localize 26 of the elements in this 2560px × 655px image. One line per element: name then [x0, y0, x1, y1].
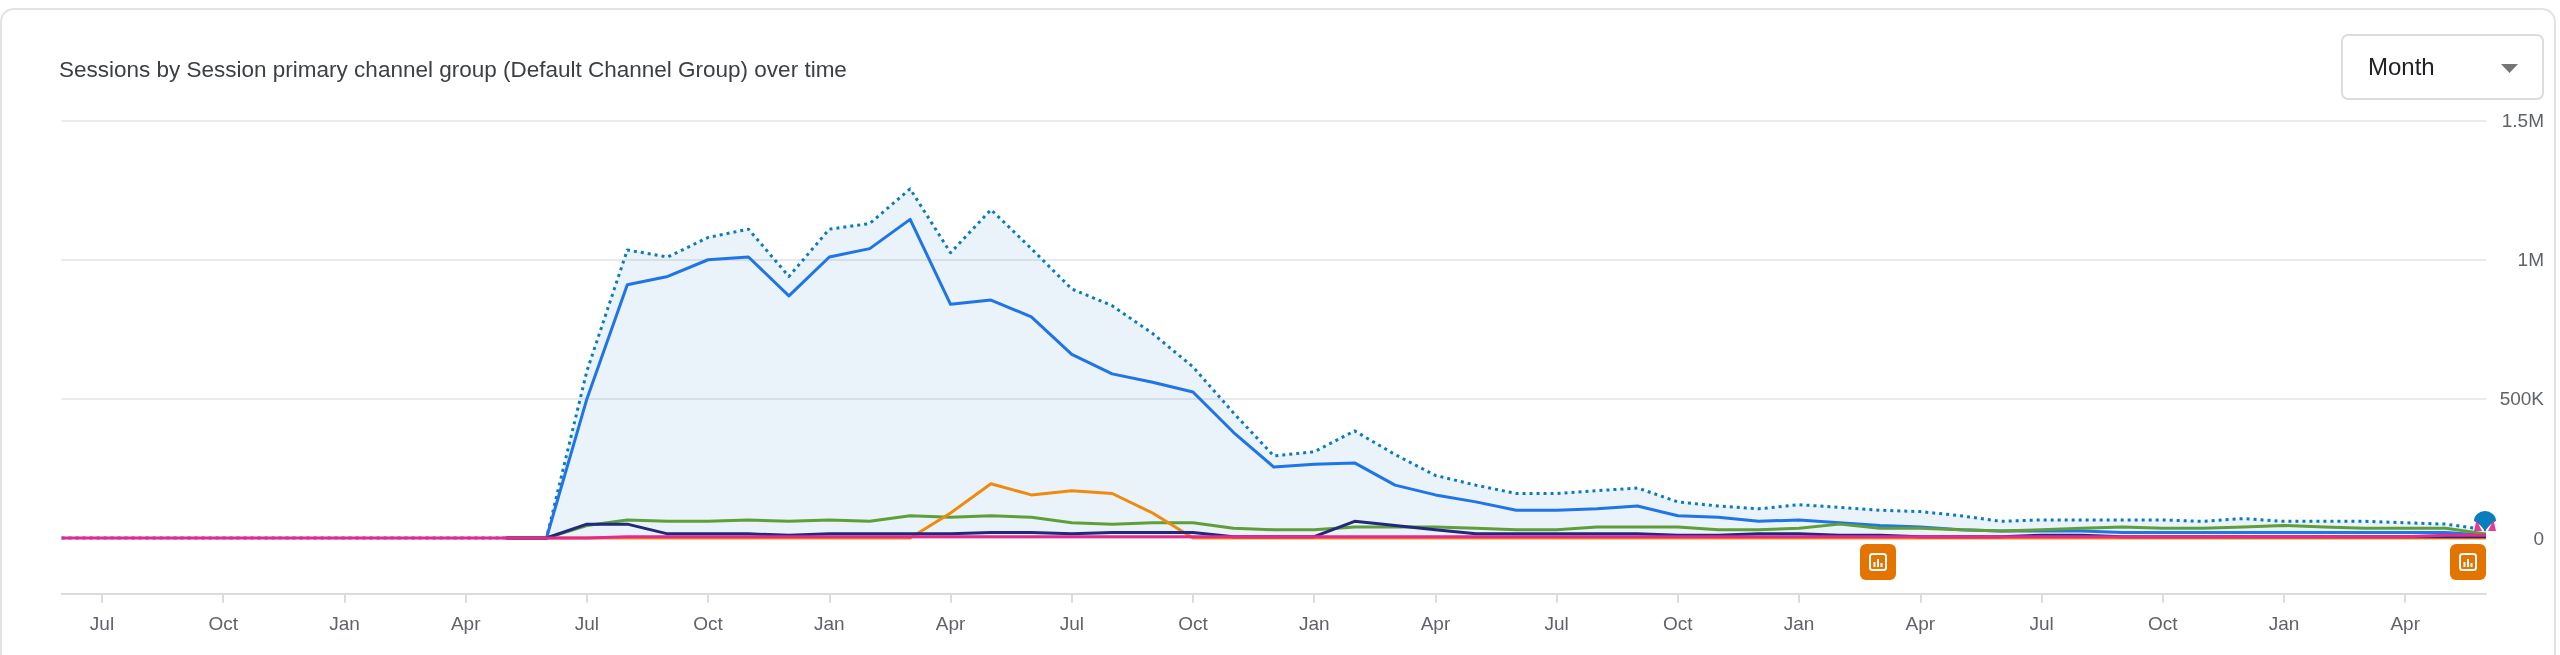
x-tick-label: Apr — [935, 612, 966, 634]
x-tick-label: Apr — [1420, 612, 1451, 634]
y-tick-label: 500K — [2499, 388, 2545, 410]
x-tick-label: Jan — [1783, 612, 1815, 634]
x-tick-label: Oct — [693, 612, 724, 634]
x-tick-label: Jan — [1298, 612, 1330, 634]
x-tick-label: Jul — [1544, 612, 1569, 634]
x-tick-label: Apr — [1905, 612, 1936, 634]
chart-title: Sessions by Session primary channel group (Default Channel Group) over time — [59, 57, 847, 82]
y-tick-label: 1.5M — [2501, 110, 2544, 132]
x-tick-label: Apr — [450, 612, 482, 634]
x-tick-label: Oct — [1178, 612, 1209, 634]
y-tick-label: 0 — [2533, 527, 2544, 549]
x-tick-label: Jul — [89, 612, 115, 634]
x-tick-label: Jan — [329, 612, 360, 634]
y-tick-label: 1M — [2517, 249, 2544, 271]
x-tick-label: Oct — [2147, 612, 2179, 634]
dropdown: Month — [2341, 34, 2544, 100]
x-tick-label: Oct — [1663, 612, 1694, 634]
x-tick-label: Jul — [1059, 612, 1084, 634]
x-tick-label: Jul — [2029, 612, 2054, 634]
x-tick-label: Jan — [2268, 612, 2300, 634]
x-tick-label: Jan — [814, 612, 845, 634]
x-tick-label: Oct — [208, 612, 239, 634]
x-tick-label: Jul — [574, 612, 600, 634]
x-tick-label: Apr — [2390, 612, 2421, 634]
